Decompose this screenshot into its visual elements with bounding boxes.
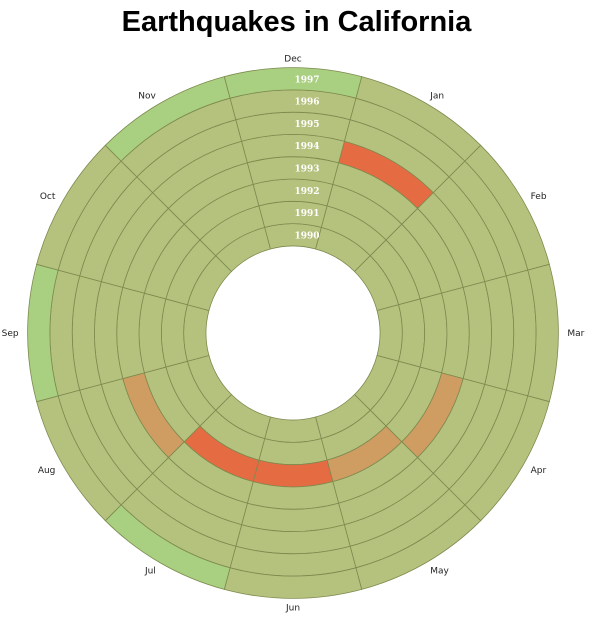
month-label-apr: Apr xyxy=(531,466,547,476)
year-label-1993: 1993 xyxy=(294,164,319,174)
month-labels-layer: Jan Feb Mar Apr May Jun Jul Aug Sep Oct Nov Dec xyxy=(2,55,585,614)
year-label-1997: 1997 xyxy=(294,75,319,85)
month-label-feb: Feb xyxy=(531,192,547,202)
heatmap-cell-mar-1990 xyxy=(376,304,403,362)
month-label-jun: Jun xyxy=(285,603,300,613)
year-label-1992: 1992 xyxy=(294,187,319,197)
heatmap-cell-sep-1990 xyxy=(183,304,210,362)
heatmap-cell-mar-1991 xyxy=(398,298,426,368)
month-label-nov: Nov xyxy=(138,91,156,101)
heatmap-cell-jun-1990 xyxy=(264,416,322,443)
heatmap-cell-jun-1991 xyxy=(258,438,328,466)
year-label-1996: 1996 xyxy=(294,98,319,108)
month-label-sep: Sep xyxy=(2,329,19,339)
chart-title: Earthquakes in California xyxy=(121,6,472,38)
month-label-mar: Mar xyxy=(567,329,584,339)
year-label-1994: 1994 xyxy=(294,142,319,152)
month-label-jan: Jan xyxy=(429,91,444,101)
year-labels-layer: 1990 1991 1992 1993 1994 1995 1996 1997 xyxy=(294,75,319,241)
cells-layer xyxy=(27,67,559,599)
month-label-dec: Dec xyxy=(284,55,301,65)
month-label-oct: Oct xyxy=(40,192,56,202)
month-label-jul: Jul xyxy=(144,567,156,577)
year-label-1991: 1991 xyxy=(294,209,319,219)
heatmap-cell-dec-1997 xyxy=(223,67,363,99)
month-label-may: May xyxy=(430,567,449,577)
heatmap-cell-sep-1991 xyxy=(160,298,188,368)
year-label-1995: 1995 xyxy=(294,120,319,130)
year-label-1990: 1990 xyxy=(294,231,319,241)
month-label-aug: Aug xyxy=(38,466,56,476)
